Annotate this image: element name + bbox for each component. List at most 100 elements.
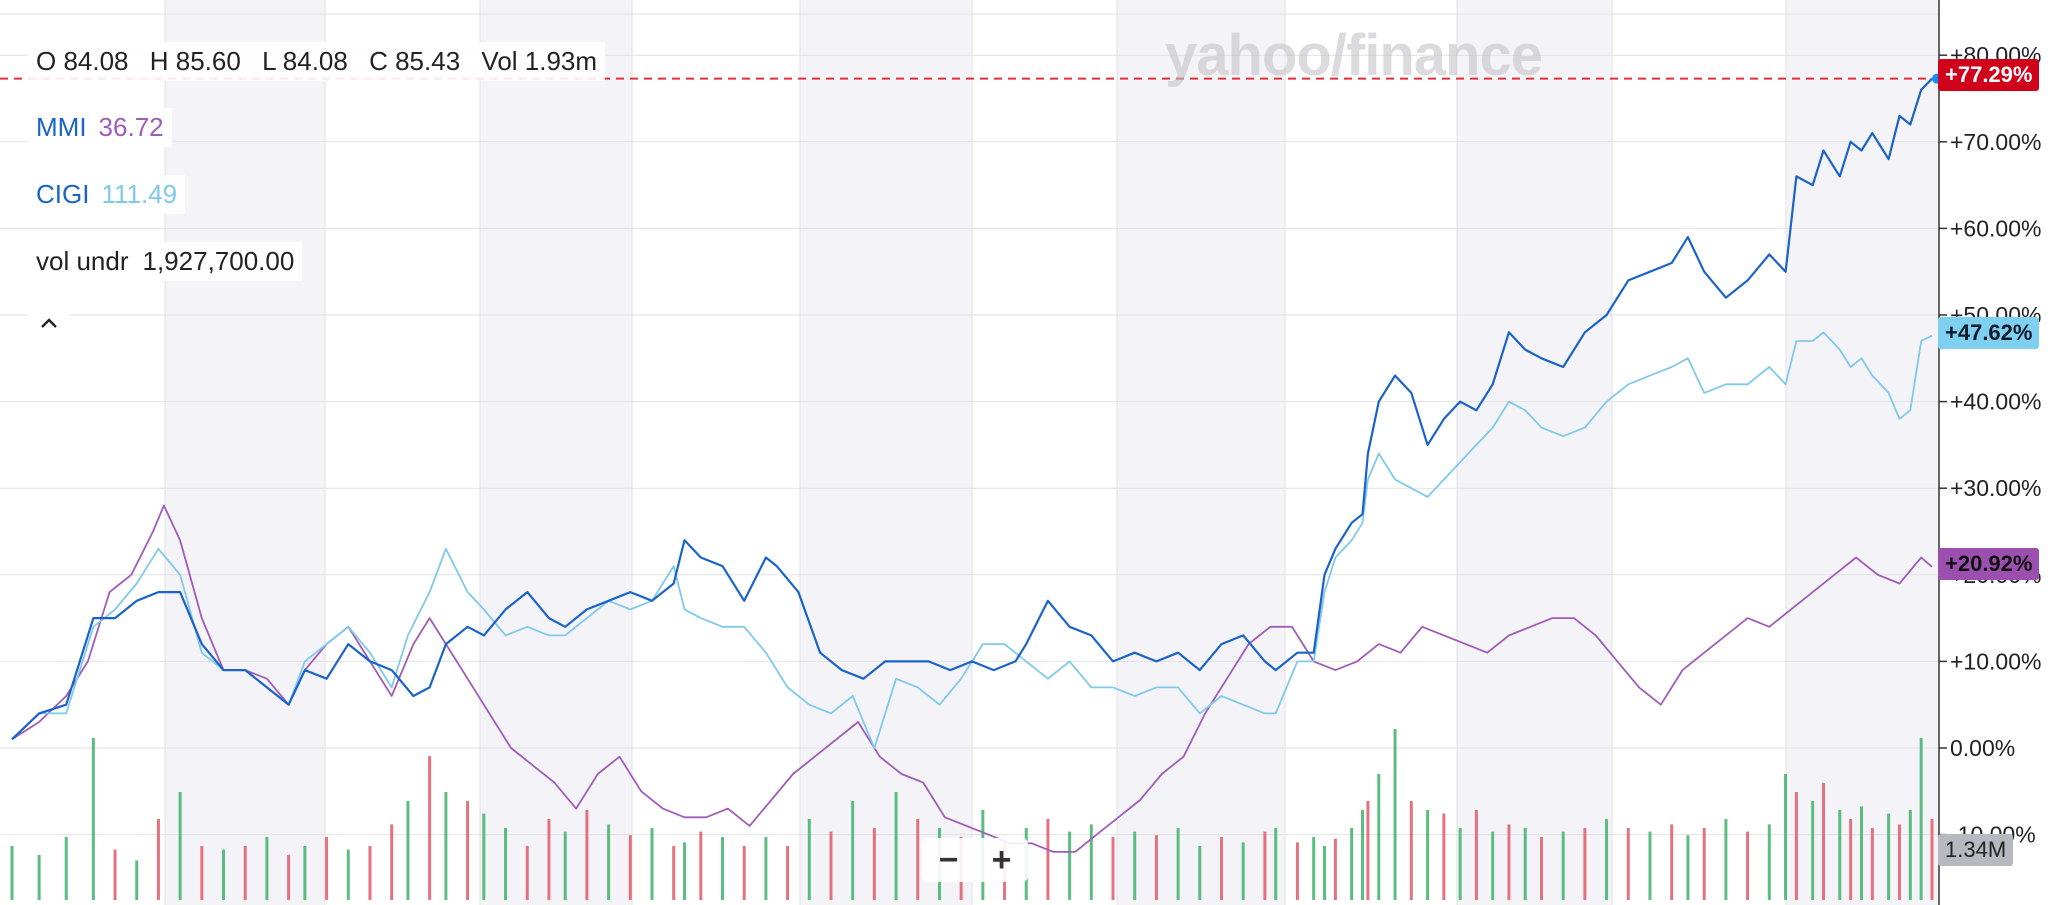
volume-bar <box>1068 831 1072 900</box>
volume-bar <box>699 831 703 900</box>
volume-bar <box>135 860 139 900</box>
volume-bar <box>1176 828 1180 900</box>
volume-bar <box>1724 819 1728 900</box>
volume-bar <box>672 846 676 900</box>
alternating-period-bands <box>165 0 1939 905</box>
volume-bar <box>1474 810 1478 900</box>
volume-bar <box>1887 813 1891 900</box>
high-value: H 85.60 <box>149 46 241 76</box>
volume-bar <box>1154 835 1158 900</box>
close-value: C 85.43 <box>369 46 461 76</box>
legend-volume-indicator[interactable]: vol undr 1,927,700.00 <box>28 242 303 281</box>
volume-bar <box>1263 831 1267 900</box>
volume-bar <box>1849 819 1853 900</box>
period-band <box>800 0 972 905</box>
volume-bar <box>807 819 811 900</box>
zoom-in-button[interactable]: + <box>991 840 1012 879</box>
volume-bar <box>444 792 448 900</box>
volume-bar <box>1133 831 1137 900</box>
volume-bars <box>10 729 1934 900</box>
collapse-legend-button[interactable] <box>28 302 70 344</box>
tag-volume-max: 1.34M <box>1938 834 2014 866</box>
volume-bar <box>1333 838 1337 900</box>
volume-bar <box>1426 810 1430 900</box>
legend-cigi-name: CIGI <box>36 179 90 209</box>
volume-bar <box>428 756 432 900</box>
volume-bar <box>1361 810 1365 900</box>
period-band <box>1117 0 1285 905</box>
volume-bar <box>1350 828 1354 900</box>
volume-bar <box>683 842 687 900</box>
volume-bar <box>1274 828 1278 900</box>
zoom-controls: − + <box>922 838 1028 882</box>
legend-mmi[interactable]: MMI 36.72 <box>28 108 172 147</box>
volume-bar <box>1784 774 1788 900</box>
volume-bar <box>1198 846 1202 900</box>
volume-bar <box>1219 837 1223 900</box>
volume-bar <box>243 846 247 900</box>
volume-bar <box>466 801 470 900</box>
period-band <box>1786 0 1939 905</box>
volume-bar <box>1409 801 1413 900</box>
volume-bar <box>346 849 350 900</box>
volume-bar <box>628 835 632 900</box>
volume-bar <box>1539 837 1543 900</box>
series-line-cigi <box>11 331 1933 749</box>
volume-bar <box>563 831 567 900</box>
y-tick-label: +40.00% <box>1950 389 2041 415</box>
y-axis-ticks: +80.00%+70.00%+60.00%+50.00%+40.00%+30.0… <box>1939 42 2041 848</box>
legend-cigi[interactable]: CIGI 111.49 <box>28 175 186 214</box>
volume-bar <box>1523 828 1527 900</box>
volume-bar <box>1377 774 1381 900</box>
yahoo-finance-watermark: yahoo/finance <box>1165 23 1543 88</box>
volume-bar <box>585 810 589 900</box>
volume-bar <box>1767 824 1771 900</box>
volume-bar <box>1312 837 1316 900</box>
volume-bar <box>1859 806 1863 900</box>
volume-bar <box>1870 828 1874 900</box>
volume-bar <box>1702 828 1706 900</box>
volume-bar <box>1897 824 1901 900</box>
tag-mmi-change: +20.92% <box>1938 548 2040 580</box>
volume-bar <box>222 849 226 900</box>
tag-cigi-change: +47.62% <box>1938 317 2040 349</box>
volume-bar <box>1089 824 1093 900</box>
chevron-up-icon <box>41 318 57 328</box>
volume-bar <box>265 837 269 900</box>
y-tick-label: +70.00% <box>1950 129 2041 155</box>
indicator-name: vol undr <box>36 246 129 276</box>
volume-bar <box>1491 831 1495 900</box>
tag-main-change: +77.29% <box>1938 59 2040 91</box>
volume-bar <box>607 824 611 900</box>
volume-bar <box>1930 819 1934 900</box>
volume-bar <box>113 849 117 900</box>
volume-bar <box>829 831 833 900</box>
volume-bar <box>368 846 372 900</box>
legend-cigi-value: 111.49 <box>101 179 178 209</box>
volume-bar <box>851 801 855 900</box>
volume-bar <box>1295 842 1299 900</box>
volume-bar <box>91 738 95 900</box>
volume-bar <box>764 837 768 900</box>
volume-bar <box>1686 835 1690 900</box>
volume-value: Vol 1.93m <box>481 46 598 76</box>
legend-mmi-name: MMI <box>36 112 87 142</box>
volume-bar <box>1626 828 1630 900</box>
volume-bar <box>200 846 204 900</box>
legend-mmi-value: 36.72 <box>98 112 164 142</box>
y-tick-label: +10.00% <box>1950 648 2041 674</box>
indicator-value: 1,927,700.00 <box>142 246 295 276</box>
volume-bar <box>37 855 41 900</box>
volume-bar <box>64 837 68 900</box>
volume-bar <box>504 828 508 900</box>
volume-bar <box>1794 792 1798 900</box>
volume-bar <box>10 846 14 900</box>
volume-bar <box>1648 831 1652 900</box>
volume-bar <box>406 801 410 900</box>
zoom-out-button[interactable]: − <box>938 840 959 879</box>
volume-bar <box>650 828 654 900</box>
series-lines <box>11 77 1933 853</box>
volume-bar <box>786 846 790 900</box>
volume-bar <box>1605 819 1609 900</box>
